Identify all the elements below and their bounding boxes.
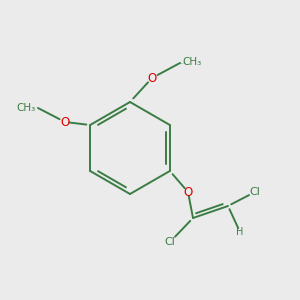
Text: O: O [147,71,157,85]
Text: CH₃: CH₃ [182,57,201,67]
Text: Cl: Cl [165,237,176,247]
Text: O: O [60,116,70,128]
Text: H: H [236,227,244,237]
Text: O: O [183,185,193,199]
Text: CH₃: CH₃ [17,103,36,113]
Text: methoxy: methoxy [180,62,186,64]
Text: Cl: Cl [250,187,260,197]
